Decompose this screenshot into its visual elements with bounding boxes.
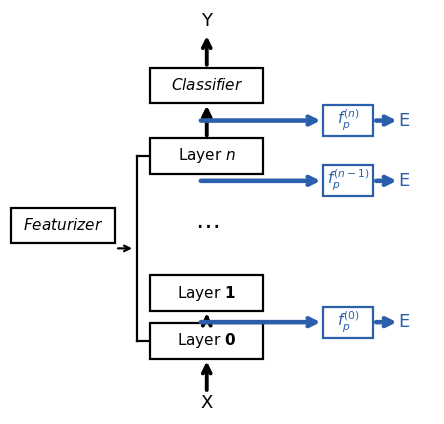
Text: $\mathit{Featurizer}$: $\mathit{Featurizer}$ [23, 218, 103, 233]
Text: $f_p^{(n)}$: $f_p^{(n)}$ [337, 108, 360, 133]
Bar [323, 105, 373, 136]
Text: $f_p^{(n-1)}$: $f_p^{(n-1)}$ [327, 168, 370, 193]
Text: $f_p^{(0)}$: $f_p^{(0)}$ [337, 310, 360, 335]
Text: $\mathit{Classifier}$: $\mathit{Classifier}$ [170, 77, 243, 93]
Text: E: E [398, 112, 409, 130]
Bar [323, 165, 373, 196]
Text: Y: Y [201, 12, 212, 30]
Bar [11, 208, 115, 243]
Text: X: X [201, 394, 213, 412]
Text: Layer $\mathit{n}$: Layer $\mathit{n}$ [178, 146, 236, 165]
Bar [150, 138, 263, 173]
Bar [150, 276, 263, 311]
Text: E: E [398, 172, 409, 190]
Text: E: E [398, 313, 409, 331]
Bar [150, 323, 263, 359]
Text: $\cdots$: $\cdots$ [195, 213, 219, 237]
Bar [150, 67, 263, 103]
Text: Layer $\mathbf{1}$: Layer $\mathbf{1}$ [177, 284, 236, 303]
Text: Layer $\mathbf{0}$: Layer $\mathbf{0}$ [177, 332, 236, 350]
Bar [323, 307, 373, 338]
